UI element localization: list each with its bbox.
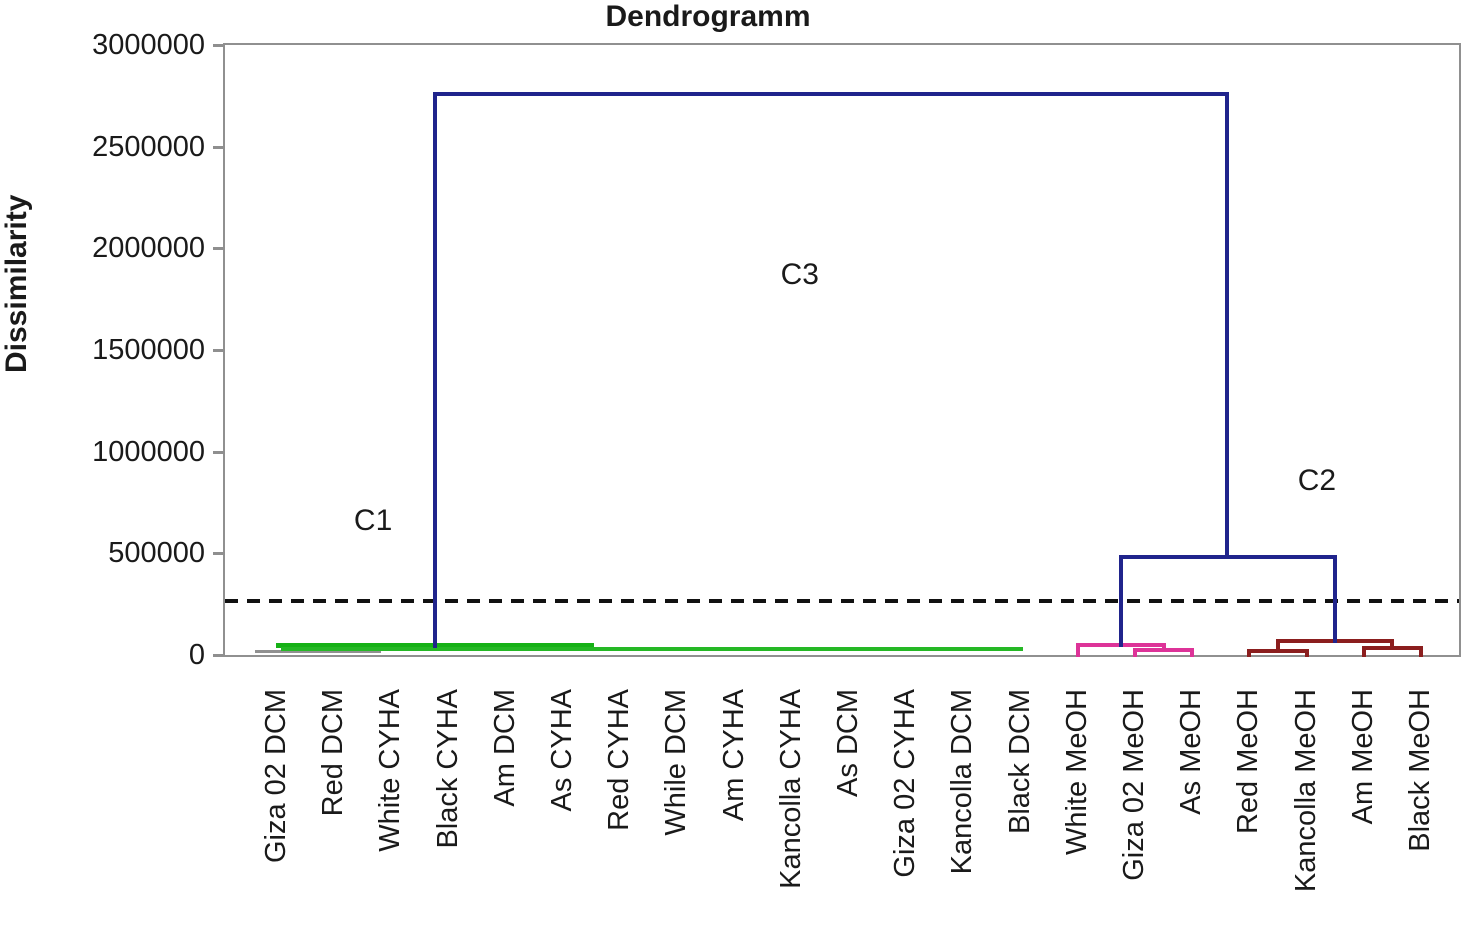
x-axis-label-text: Black CYHA [431, 689, 464, 849]
x-axis-label-text: While DCM [660, 689, 693, 836]
x-axis-label-text: Am MeOH [1346, 689, 1379, 825]
x-axis-label: Red DCM [317, 689, 351, 816]
dendrogram-segment-green2 [280, 647, 1023, 652]
x-axis-label: Am CYHA [718, 689, 752, 821]
cluster-label-c2: C2 [1297, 464, 1337, 498]
dendrogram-segment-dark_red [1390, 638, 1395, 650]
dendrogram-segment-pink [1075, 642, 1080, 657]
x-axis-label: Black DCM [1004, 689, 1038, 834]
y-tick-label: 2500000 [92, 130, 205, 163]
x-axis-label: Red CYHA [603, 689, 637, 831]
x-axis-label: Kancolla CYHA [775, 689, 809, 889]
x-axis-label: While DCM [660, 689, 694, 836]
x-axis-label-text: Giza 02 DCM [260, 689, 293, 864]
x-axis-label-text: Red CYHA [603, 689, 636, 831]
dendrogram-segment-pink [1133, 647, 1137, 657]
x-axis-label-text: Red DCM [317, 689, 350, 817]
dendrogram-segment-pink [1133, 647, 1195, 652]
x-axis-label: Giza 02 CYHA [889, 689, 923, 878]
y-tick-label: 0 [188, 639, 205, 671]
dendrogram-segment-blue [1118, 555, 1123, 647]
x-axis-label: Am MeOH [1347, 689, 1381, 824]
x-axis-label-text: Giza 02 CYHA [889, 689, 922, 878]
x-axis-label: Kancolla DCM [946, 689, 980, 874]
x-axis-label: As MeOH [1175, 689, 1209, 815]
x-axis-label: White MeOH [1061, 689, 1095, 855]
dendrogram-segment-blue [1224, 91, 1229, 560]
y-tick-label: 3000000 [92, 29, 205, 61]
x-axis-label-text: White MeOH [1060, 689, 1093, 855]
x-axis-label-text: Kancolla MeOH [1289, 689, 1322, 893]
x-axis-label: Giza 02 MeOH [1118, 689, 1152, 881]
dendrogram-segment-dark_red [1276, 638, 1280, 653]
x-axis-label: Giza 02 DCM [260, 689, 294, 863]
y-tick-mark [213, 145, 225, 149]
cluster-label-c3: C3 [780, 257, 819, 291]
dendrogram-segment-dark_red [1419, 645, 1423, 657]
x-axis-label-text: Black DCM [1003, 689, 1036, 835]
x-axis-label: Red MeOH [1232, 689, 1266, 834]
chart-title: Dendrogramm [605, 0, 811, 33]
cluster-label-c1: C1 [353, 503, 393, 537]
x-axis-label: As DCM [832, 689, 866, 797]
x-axis-label: Am DCM [489, 689, 523, 807]
x-axis-label-text: Kancolla DCM [946, 689, 979, 875]
x-axis-label-text: Am CYHA [717, 689, 750, 822]
y-tick-label: 500000 [108, 537, 205, 570]
x-axis-label-text: Black MeOH [1404, 689, 1437, 852]
y-axis-label: Dissimilarity [0, 194, 33, 373]
x-axis-label-text: Kancolla CYHA [774, 689, 807, 889]
dendrogram-segment-blue [432, 91, 437, 648]
dendrogram-segment-blue [432, 91, 1229, 96]
x-axis-label-text: White CYHA [374, 689, 407, 852]
y-tick-label: 1500000 [92, 334, 205, 366]
threshold-line [225, 599, 1459, 604]
x-axis-label-text: As MeOH [1175, 689, 1208, 815]
dendrogram-segment-dark_red [1361, 645, 1423, 650]
x-axis-label-text: As DCM [832, 689, 865, 797]
x-axis-label: Black CYHA [432, 689, 466, 849]
dendrogram-segment-blue [1333, 555, 1338, 643]
y-tick-mark [213, 654, 225, 657]
y-tick-label: 1000000 [92, 435, 205, 468]
dendrogram-segment-pink [1190, 647, 1195, 657]
y-tick-label: 2000000 [92, 232, 205, 265]
x-axis-label-text: Giza 02 MeOH [1118, 689, 1151, 881]
y-tick-mark [213, 44, 225, 47]
x-axis-label: As CYHA [546, 689, 580, 811]
x-axis-label: White CYHA [374, 689, 408, 852]
plot-area [223, 43, 1461, 657]
x-axis-label-text: As CYHA [546, 689, 579, 812]
x-axis-label-text: Am DCM [488, 689, 521, 807]
y-tick-mark [213, 247, 225, 251]
y-tick-mark [213, 349, 225, 352]
dendrogram-segment-dark_red [1361, 645, 1366, 657]
x-axis-label: Black MeOH [1404, 689, 1438, 852]
y-tick-mark [213, 552, 225, 556]
y-tick-mark [213, 450, 225, 454]
x-axis-label: Kancolla MeOH [1290, 689, 1324, 892]
dendrogram-segment-pink [1161, 642, 1166, 652]
dendrogram-segment-dark_red [1247, 648, 1252, 657]
dendrogram-segment-dark_red [1304, 648, 1309, 657]
x-axis-label-text: Red MeOH [1232, 689, 1265, 835]
dendrogram-segment-dark_red [1247, 648, 1309, 653]
dendrogram-segment-blue [1118, 555, 1338, 560]
